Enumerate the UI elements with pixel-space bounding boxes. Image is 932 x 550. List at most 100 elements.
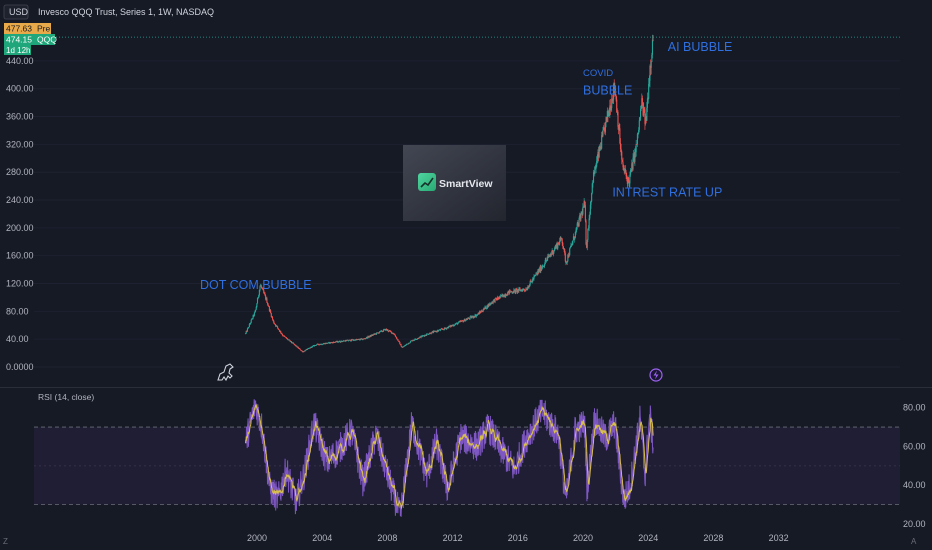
candle-body: [391, 332, 393, 334]
candle-body: [321, 344, 323, 346]
candle-body: [552, 250, 554, 255]
candle-body: [546, 258, 548, 261]
candle-body: [260, 285, 262, 287]
candle-body: [292, 342, 294, 344]
candle-body: [608, 111, 610, 113]
candle-body: [270, 313, 272, 317]
candle-body: [584, 201, 586, 206]
candle-body: [424, 334, 426, 337]
candle-body: [311, 346, 313, 348]
price-axis-label: 160.00: [6, 251, 34, 261]
candle-body: [423, 335, 425, 337]
candle-body: [248, 324, 250, 328]
candle-body: [248, 327, 250, 328]
candle-body: [403, 346, 405, 348]
candle-body: [619, 128, 621, 144]
auto-scale-icon[interactable]: A: [911, 537, 917, 546]
time-axis-label: 2004: [312, 533, 332, 543]
price-axis-label: 120.00: [6, 279, 34, 289]
candle-body: [255, 306, 257, 310]
candle-body: [638, 120, 640, 130]
lightning-event-icon[interactable]: [649, 368, 663, 382]
rsi-lines: [245, 399, 654, 517]
candle-body: [310, 346, 312, 348]
candle-body: [290, 341, 292, 342]
candle-body: [293, 343, 295, 345]
ticker-tag: [35, 34, 55, 45]
candle-body: [303, 351, 305, 353]
candle-body: [445, 328, 447, 330]
candle-body: [366, 337, 368, 339]
candle-body: [352, 339, 354, 341]
candle-body: [350, 339, 353, 341]
candle-body: [644, 109, 646, 124]
candle-body: [418, 337, 420, 339]
candle-body: [641, 98, 643, 109]
candle-body: [493, 299, 496, 303]
candle-body: [284, 336, 286, 338]
candle-body: [417, 338, 419, 339]
candle-body: [314, 345, 316, 347]
candle-body: [300, 350, 302, 352]
candle-body: [340, 340, 342, 343]
candle-body: [362, 339, 364, 341]
candle-body: [616, 112, 618, 113]
candle-body: [534, 274, 536, 276]
candle-body: [415, 339, 417, 340]
candle-body: [559, 237, 561, 241]
candle-body: [590, 201, 592, 205]
candle-body: [290, 341, 292, 343]
watermark-label: SmartView: [439, 178, 493, 190]
candle-body: [305, 349, 307, 351]
candle-body: [559, 240, 561, 245]
candle-body: [433, 330, 435, 332]
candle-body: [614, 86, 616, 91]
candle-body: [381, 330, 383, 332]
candle-body: [339, 341, 341, 343]
candle-body: [451, 325, 454, 326]
candle-body: [486, 305, 488, 309]
candle-body: [457, 322, 459, 325]
candle-body: [345, 340, 347, 342]
candle-body: [569, 247, 571, 249]
candle-body: [369, 335, 371, 337]
candle-body: [439, 329, 441, 331]
candle-body: [466, 319, 468, 320]
candle-body: [502, 294, 504, 297]
candle-body: [292, 342, 294, 344]
currency-button[interactable]: [3, 4, 29, 20]
candle-body: [274, 323, 276, 325]
candle-body: [416, 338, 418, 340]
candle-body: [556, 243, 558, 249]
candle-body: [551, 250, 553, 254]
candle-body: [322, 343, 324, 345]
candle-body: [482, 311, 484, 313]
candle-body: [606, 110, 608, 119]
candle-body: [597, 152, 599, 159]
candle-body: [266, 302, 269, 305]
time-axis-label: 2008: [377, 533, 397, 543]
candle-body: [359, 339, 361, 341]
candle-body: [405, 344, 407, 346]
candle-body: [592, 172, 595, 183]
candle-body: [607, 110, 609, 117]
candle-body: [510, 291, 512, 293]
candle-body: [278, 329, 280, 332]
candle-body: [479, 311, 481, 313]
candle-body: [487, 305, 489, 308]
candle-body: [296, 345, 298, 348]
candle-body: [357, 339, 359, 340]
zoom-icon[interactable]: Z: [3, 537, 8, 546]
candle-body: [302, 351, 304, 353]
candle-body: [434, 331, 437, 332]
candle-body: [522, 288, 524, 290]
candle-body: [287, 338, 289, 340]
candle-body: [498, 298, 500, 300]
candle-body: [320, 343, 322, 345]
candle-body: [310, 346, 312, 348]
candle-body: [596, 158, 598, 161]
candle-body: [375, 333, 377, 335]
candle-body: [343, 340, 345, 342]
candle-body: [336, 341, 338, 342]
